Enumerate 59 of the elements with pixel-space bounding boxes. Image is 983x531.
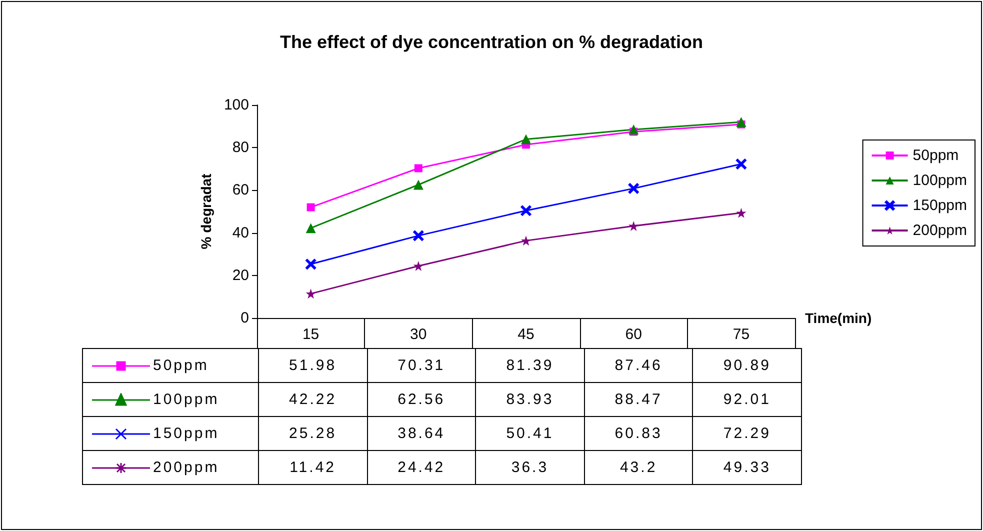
y-tick-label: 60: [232, 182, 249, 199]
data-label: 72.29: [692, 416, 802, 450]
point: [736, 208, 746, 218]
point: [520, 205, 532, 216]
data-label: 70.31: [367, 348, 476, 382]
data-label: 11.42: [258, 450, 368, 484]
point: [414, 164, 422, 172]
point: [521, 134, 531, 144]
data-label: 51.98: [258, 348, 368, 382]
x-tick-label: 30: [410, 326, 427, 343]
data-label: 25.28: [258, 416, 368, 450]
data-label: 60.83: [584, 416, 693, 450]
data-label: 88.47: [584, 382, 693, 416]
data-label: 36.3: [476, 450, 584, 484]
text: 200ppm: [153, 459, 220, 476]
data-label: 42.22: [258, 382, 368, 416]
y-tick-label: 80: [232, 139, 249, 156]
x-tick-label: 60: [625, 326, 642, 343]
point: [306, 203, 315, 212]
point: [413, 230, 424, 241]
chart-title: The effect of dye concentration on % degradation: [280, 32, 704, 52]
y-tick-label: 20: [232, 266, 249, 284]
x-tick-label: 15: [302, 326, 320, 343]
point: [736, 117, 746, 128]
point: [628, 220, 639, 231]
text: 50ppm: [153, 357, 209, 374]
legend-label: 150ppm: [912, 197, 968, 214]
y-tick-label: 40: [232, 224, 249, 242]
legend-label: 100ppm: [912, 172, 968, 189]
data-label: 83.93: [476, 382, 584, 416]
point: [413, 260, 424, 271]
data-label: 90.89: [692, 348, 802, 382]
point: [413, 180, 424, 190]
point: [306, 223, 316, 234]
data-label: 50.41: [476, 416, 584, 450]
data-label: 49.33: [692, 450, 802, 484]
point: [628, 183, 639, 194]
x-axis-title: Time(min): [805, 310, 872, 326]
x-tick-label: 45: [518, 326, 534, 343]
point: [521, 236, 531, 246]
text: 100ppm: [153, 391, 220, 408]
point: [306, 288, 316, 299]
y-tick-label: 100: [224, 96, 249, 114]
legend-label: 50ppm: [912, 147, 959, 164]
data-label: 62.56: [367, 382, 476, 416]
data-label: 38.64: [367, 416, 476, 450]
point: [736, 158, 746, 170]
x-tick-label: 75: [732, 326, 750, 343]
data-label: 92.01: [692, 382, 802, 416]
data-label: 87.46: [584, 348, 693, 382]
legend-label: 200ppm: [912, 222, 968, 239]
point: [306, 258, 316, 270]
data-label: 81.39: [476, 348, 584, 382]
y-tick-label: 0: [240, 310, 249, 326]
point: [628, 124, 639, 135]
data-label: 43.2: [584, 450, 693, 484]
text: 150ppm: [153, 425, 220, 442]
data-label: 24.42: [367, 450, 476, 484]
y-axis-title: % degradat: [198, 173, 214, 250]
